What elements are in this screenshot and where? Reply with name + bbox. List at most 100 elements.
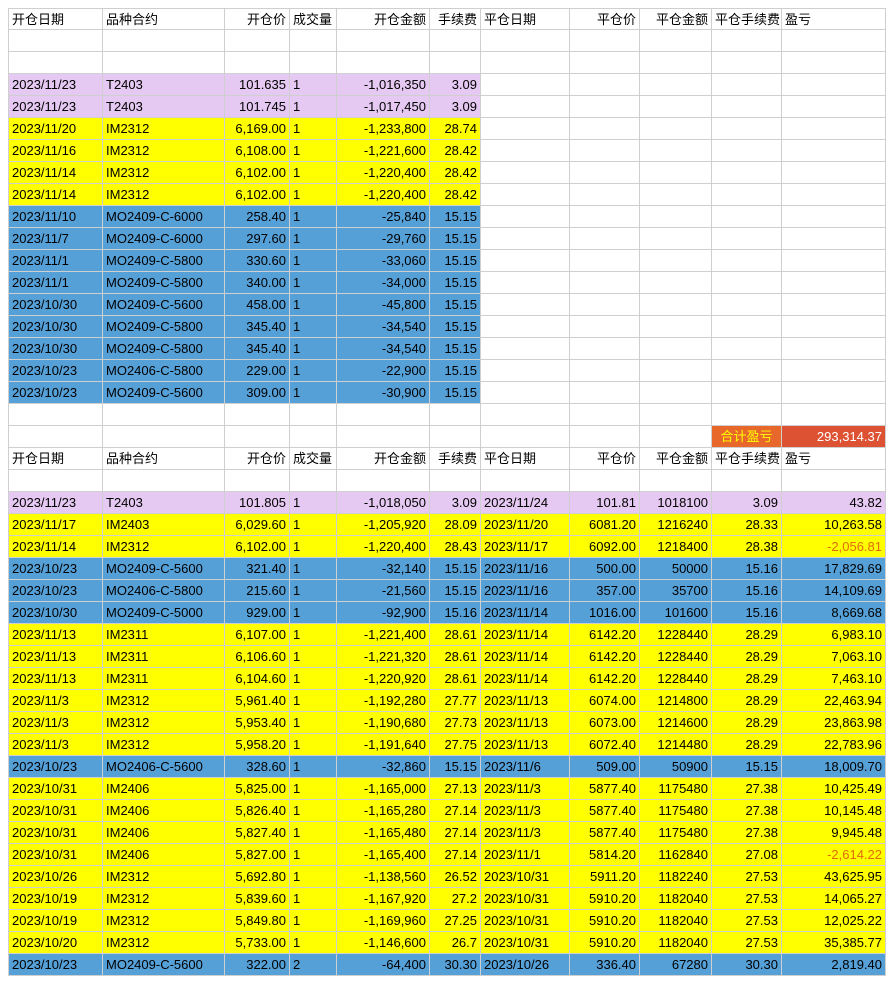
empty-cell[interactable] [481, 52, 570, 74]
data-cell[interactable]: 1 [290, 690, 337, 712]
data-cell[interactable]: 6,106.60 [225, 646, 290, 668]
data-cell[interactable]: 1 [290, 844, 337, 866]
data-cell[interactable]: 1228440 [640, 646, 712, 668]
data-cell[interactable]: 1 [290, 822, 337, 844]
data-cell[interactable]: 3.09 [430, 96, 481, 118]
data-cell[interactable]: 2023/10/23 [8, 382, 103, 404]
data-cell[interactable]: 43,625.95 [782, 866, 886, 888]
empty-cell[interactable] [712, 404, 782, 426]
data-cell[interactable]: 14,065.27 [782, 888, 886, 910]
data-cell[interactable]: -1,221,400 [337, 624, 430, 646]
empty-cell[interactable] [712, 184, 782, 206]
empty-cell[interactable] [782, 250, 886, 272]
data-cell[interactable]: 5814.20 [570, 844, 640, 866]
data-cell[interactable]: -1,146,600 [337, 932, 430, 954]
data-cell[interactable]: 2023/11/17 [481, 536, 570, 558]
data-cell[interactable]: 2023/11/1 [481, 844, 570, 866]
data-cell[interactable]: 15.15 [430, 272, 481, 294]
data-cell[interactable]: 2023/10/23 [8, 558, 103, 580]
data-cell[interactable]: 17,829.69 [782, 558, 886, 580]
data-cell[interactable]: 2023/11/3 [8, 712, 103, 734]
data-cell[interactable]: 6,104.60 [225, 668, 290, 690]
data-cell[interactable]: MO2409-C-5800 [103, 338, 225, 360]
empty-cell[interactable] [782, 184, 886, 206]
empty-cell[interactable] [570, 272, 640, 294]
empty-cell[interactable] [570, 184, 640, 206]
empty-cell[interactable] [782, 470, 886, 492]
data-cell[interactable]: 15.15 [430, 316, 481, 338]
data-cell[interactable]: 1 [290, 866, 337, 888]
data-cell[interactable]: 50000 [640, 558, 712, 580]
data-cell[interactable]: 1 [290, 206, 337, 228]
data-cell[interactable]: -1,165,400 [337, 844, 430, 866]
empty-cell[interactable] [337, 470, 430, 492]
data-cell[interactable]: MO2409-C-5800 [103, 250, 225, 272]
data-cell[interactable]: 1 [290, 140, 337, 162]
column-header[interactable]: 平仓日期 [481, 448, 570, 470]
data-cell[interactable]: 15.16 [712, 602, 782, 624]
empty-cell[interactable] [8, 470, 103, 492]
data-cell[interactable]: 2023/10/26 [8, 866, 103, 888]
data-cell[interactable]: 322.00 [225, 954, 290, 976]
data-cell[interactable]: 23,863.98 [782, 712, 886, 734]
data-cell[interactable]: 5,953.40 [225, 712, 290, 734]
data-cell[interactable]: 6,102.00 [225, 536, 290, 558]
data-cell[interactable]: 2023/11/14 [8, 162, 103, 184]
data-cell[interactable]: 2023/10/20 [8, 932, 103, 954]
empty-cell[interactable] [782, 96, 886, 118]
data-cell[interactable]: 5,958.20 [225, 734, 290, 756]
data-cell[interactable]: 5,849.80 [225, 910, 290, 932]
column-header[interactable]: 平仓手续费 [712, 448, 782, 470]
data-cell[interactable]: 50900 [640, 756, 712, 778]
data-cell[interactable]: MO2406-C-5800 [103, 580, 225, 602]
empty-cell[interactable] [782, 316, 886, 338]
data-cell[interactable]: 2023/11/7 [8, 228, 103, 250]
data-cell[interactable]: -2,614.22 [782, 844, 886, 866]
data-cell[interactable]: -92,900 [337, 602, 430, 624]
empty-cell[interactable] [712, 228, 782, 250]
empty-cell[interactable] [570, 382, 640, 404]
total-pl-value[interactable]: 293,314.37 [782, 426, 886, 448]
data-cell[interactable]: 1228440 [640, 624, 712, 646]
data-cell[interactable]: 12,025.22 [782, 910, 886, 932]
data-cell[interactable]: 509.00 [570, 756, 640, 778]
data-cell[interactable]: IM2311 [103, 646, 225, 668]
data-cell[interactable]: T2403 [103, 96, 225, 118]
data-cell[interactable]: 22,783.96 [782, 734, 886, 756]
data-cell[interactable]: MO2409-C-5000 [103, 602, 225, 624]
empty-cell[interactable] [8, 30, 103, 52]
data-cell[interactable]: -1,233,800 [337, 118, 430, 140]
data-cell[interactable]: 2023/11/3 [8, 734, 103, 756]
data-cell[interactable]: 15.16 [712, 558, 782, 580]
empty-cell[interactable] [782, 404, 886, 426]
empty-cell[interactable] [640, 250, 712, 272]
empty-cell[interactable] [640, 338, 712, 360]
empty-cell[interactable] [481, 294, 570, 316]
data-cell[interactable]: 6073.00 [570, 712, 640, 734]
data-cell[interactable]: 15.15 [430, 558, 481, 580]
data-cell[interactable]: 340.00 [225, 272, 290, 294]
data-cell[interactable]: 1 [290, 734, 337, 756]
data-cell[interactable]: 1175480 [640, 822, 712, 844]
data-cell[interactable]: 458.00 [225, 294, 290, 316]
data-cell[interactable]: 2023/10/23 [8, 954, 103, 976]
data-cell[interactable]: 2023/11/13 [481, 690, 570, 712]
data-cell[interactable]: MO2406-C-5800 [103, 360, 225, 382]
empty-cell[interactable] [481, 338, 570, 360]
data-cell[interactable]: 6142.20 [570, 624, 640, 646]
data-cell[interactable]: 5,826.40 [225, 800, 290, 822]
data-cell[interactable]: 28.61 [430, 668, 481, 690]
data-cell[interactable]: 2023/11/23 [8, 96, 103, 118]
data-cell[interactable]: 101600 [640, 602, 712, 624]
data-cell[interactable]: 1 [290, 580, 337, 602]
data-cell[interactable]: 43.82 [782, 492, 886, 514]
empty-cell[interactable] [481, 250, 570, 272]
data-cell[interactable]: IM2312 [103, 866, 225, 888]
data-cell[interactable]: 6,107.00 [225, 624, 290, 646]
empty-cell[interactable] [481, 426, 570, 448]
data-cell[interactable]: 2023/10/31 [8, 844, 103, 866]
data-cell[interactable]: 258.40 [225, 206, 290, 228]
data-cell[interactable]: 5,825.00 [225, 778, 290, 800]
data-cell[interactable]: 2023/11/24 [481, 492, 570, 514]
data-cell[interactable]: -1,221,600 [337, 140, 430, 162]
